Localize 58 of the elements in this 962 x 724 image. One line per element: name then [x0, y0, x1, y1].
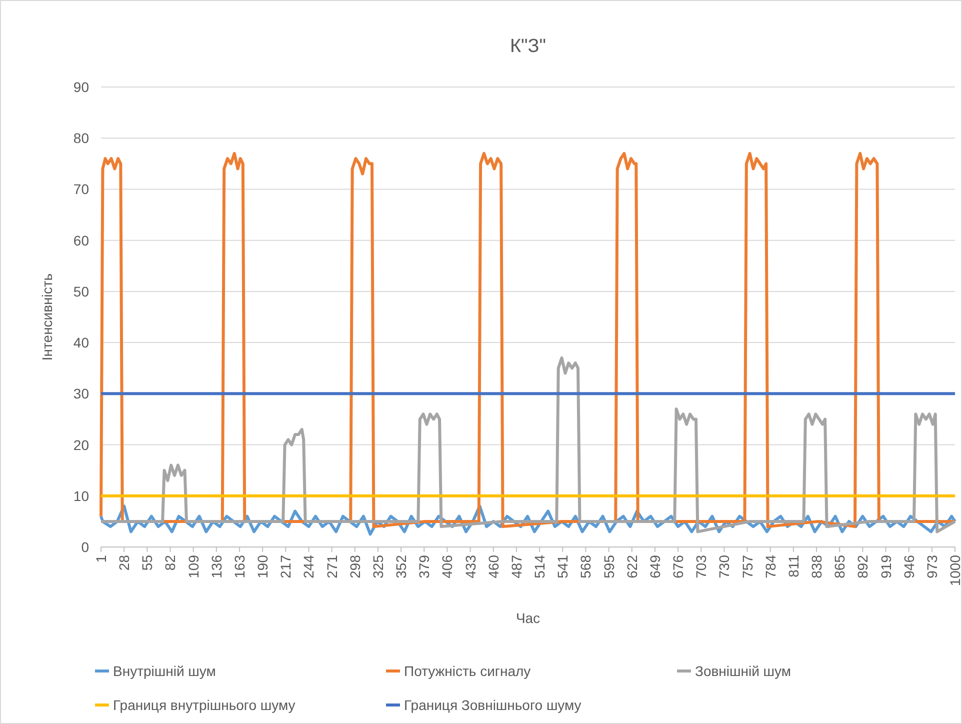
y-tick-label: 40	[73, 334, 90, 351]
y-tick-label: 20	[73, 436, 90, 453]
x-tick-label: 55	[139, 554, 156, 571]
y-tick-label: 80	[73, 130, 90, 146]
y-tick-label: 90	[73, 79, 90, 95]
legend-label: Границя внутрішнього шуму	[113, 697, 296, 713]
line-series	[100, 152, 956, 528]
x-tick-label: 244	[300, 554, 317, 578]
x-tick-label: 757	[739, 554, 756, 578]
y-tick-label: 30	[73, 386, 90, 402]
x-tick-label: 487	[508, 554, 524, 578]
y-tick-label: 10	[73, 488, 90, 504]
x-tick-label: 514	[532, 554, 548, 578]
x-tick-label: 811	[785, 554, 802, 578]
x-axis-title: Час	[516, 610, 540, 626]
x-tick-label: 271	[324, 554, 340, 578]
x-tick-label: 919	[878, 554, 894, 578]
x-tick-label: 676	[670, 554, 686, 578]
x-tick-label: 406	[439, 554, 456, 578]
x-tick-label: 568	[578, 554, 594, 578]
y-tick-label: 50	[73, 283, 90, 300]
x-tick-label: 28	[116, 554, 132, 571]
x-tick-label: 892	[854, 554, 871, 578]
legend-label: Внутрішній шум	[113, 663, 216, 679]
legend-label: Зовнішній шум	[695, 663, 792, 679]
x-tick-label: 784	[762, 554, 778, 578]
y-tick-label: 0	[81, 539, 90, 555]
x-tick-label: 163	[231, 554, 248, 578]
x-tick-label: 298	[346, 554, 363, 578]
x-tick-label: 217	[278, 554, 294, 578]
x-tick-label: 595	[600, 554, 617, 578]
x-tick-label: 838	[808, 554, 825, 578]
x-tick-label: 82	[162, 554, 178, 571]
x-tick-label: 136	[208, 554, 224, 578]
x-tick-label: 190	[254, 554, 271, 578]
x-tick-label: 649	[646, 554, 663, 578]
chart-title: К"З"	[510, 36, 546, 57]
x-tick-label: 865	[832, 554, 848, 578]
y-axis-title: Інтенсивність	[39, 273, 55, 361]
x-tick-label: 541	[554, 554, 571, 578]
x-tick-label: 433	[462, 554, 478, 578]
x-tick-label: 946	[900, 554, 917, 578]
x-tick-label: 460	[485, 554, 502, 578]
y-tick-label: 70	[73, 181, 90, 198]
legend-label: Границя Зовнішнього шуму	[404, 697, 582, 713]
x-tick-label: 352	[393, 554, 410, 578]
x-tick-label: 703	[693, 554, 710, 578]
x-tick-label: 1	[93, 554, 109, 563]
x-tick-label: 1000	[947, 554, 962, 586]
line-series	[100, 356, 956, 534]
x-tick-label: 109	[185, 554, 202, 578]
legend-label: Потужність сигналу	[404, 663, 531, 679]
x-tick-label: 622	[624, 554, 640, 578]
x-tick-label: 973	[924, 554, 940, 578]
x-tick-label: 730	[716, 554, 732, 578]
y-tick-label: 60	[73, 232, 90, 248]
x-tick-label: 325	[370, 554, 386, 578]
x-tick-label: 379	[416, 554, 432, 578]
